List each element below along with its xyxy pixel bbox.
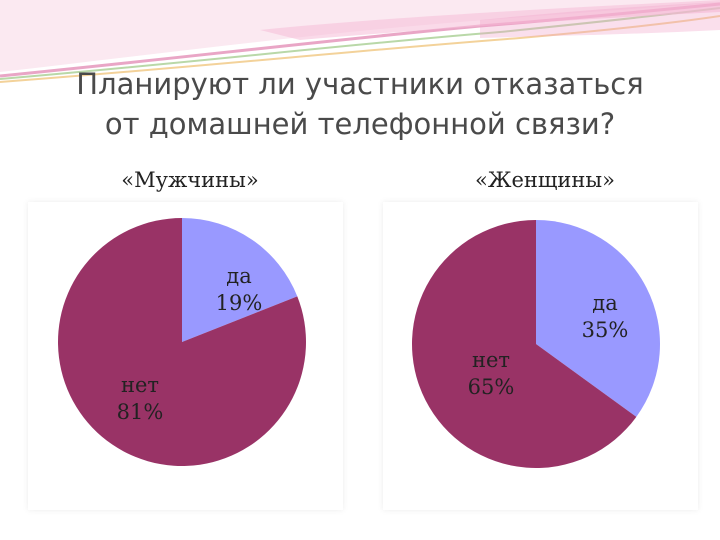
pie-slice-women-yes xyxy=(536,220,660,417)
slice-label-men-yes: да xyxy=(226,264,251,288)
pie-slice-men-no xyxy=(58,218,306,467)
slice-value-women-yes: 35% xyxy=(582,318,629,342)
slice-value-men-yes: 19% xyxy=(216,291,263,315)
title-line-2: от домашней телефонной связи? xyxy=(104,107,616,141)
chart-panel-men: да 19% нет 81% xyxy=(28,202,343,510)
pie-chart-men: да 19% нет 81% xyxy=(58,218,306,467)
pie-slice-women-no xyxy=(411,220,637,468)
slide-title: Планируют ли участники отказаться от дом… xyxy=(40,64,680,144)
slice-value-men-no: 81% xyxy=(117,400,164,424)
title-line-1: Планируют ли участники отказаться xyxy=(76,67,644,101)
chart-title-women: «Женщины» xyxy=(475,168,615,192)
pie-slice-men-yes xyxy=(182,218,298,342)
decorative-banner xyxy=(0,0,720,83)
slice-label-women-yes: да xyxy=(592,291,617,315)
chart-title-men: «Мужчины» xyxy=(121,168,259,192)
chart-panel-women: да 35% нет 65% xyxy=(383,202,698,510)
slice-label-women-no: нет xyxy=(472,348,510,372)
pie-chart-women: да 35% нет 65% xyxy=(411,220,660,468)
slice-value-women-no: 65% xyxy=(468,375,515,399)
slice-label-men-no: нет xyxy=(121,373,159,397)
